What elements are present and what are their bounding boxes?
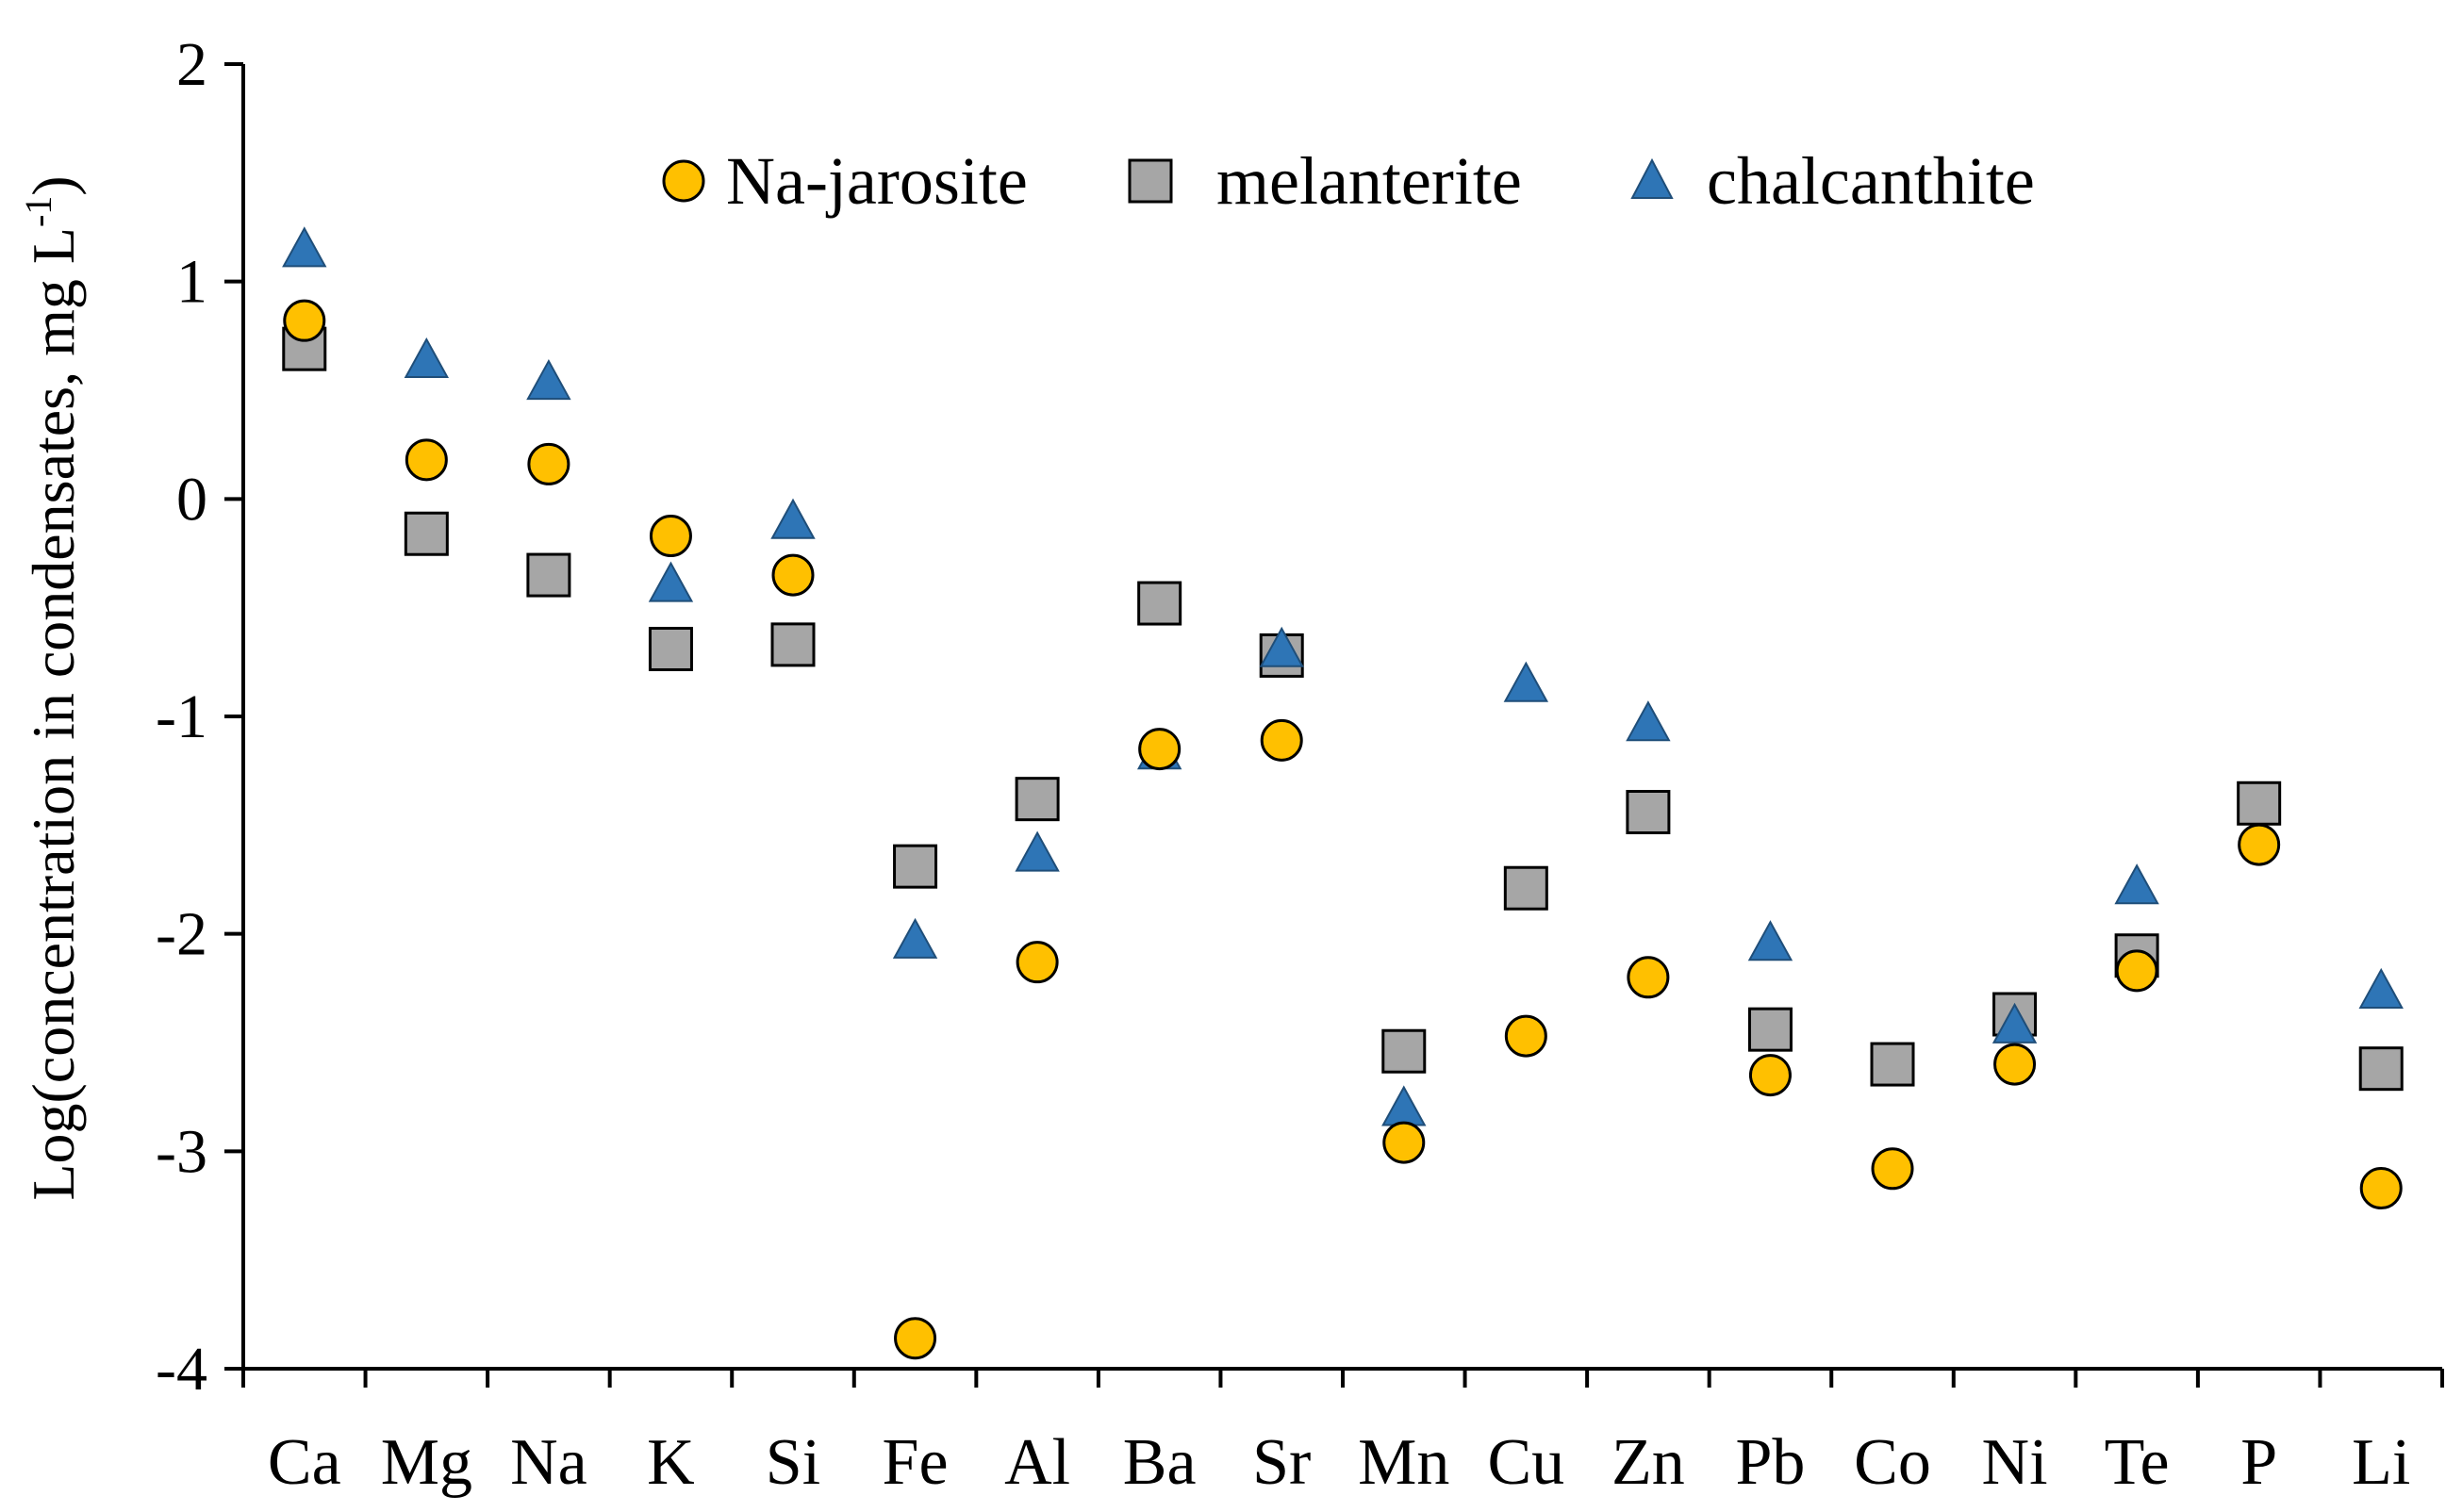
- point-chalcanthite: [1381, 1085, 1427, 1126]
- x-tick-label: Co: [1854, 1426, 1931, 1499]
- point-melanterite: [1747, 1007, 1793, 1052]
- x-tick-label: Te: [2105, 1426, 2170, 1499]
- point-chalcanthite: [892, 917, 938, 959]
- point-melanterite: [2237, 781, 2282, 826]
- x-tick-label: P: [2240, 1426, 2277, 1499]
- point-melanterite: [1015, 777, 1060, 822]
- point-na-jarosite: [1871, 1147, 1914, 1191]
- point-chalcanthite: [648, 561, 694, 602]
- y-tick-label: -1: [156, 682, 207, 751]
- y-tick-label: 0: [176, 465, 207, 534]
- x-tick-label: Al: [1004, 1426, 1070, 1499]
- point-na-jarosite: [1260, 718, 1303, 762]
- point-melanterite: [1503, 865, 1548, 911]
- point-melanterite: [1137, 581, 1182, 626]
- y-tick-label: -4: [156, 1335, 207, 1404]
- x-tick-label: Mn: [1358, 1426, 1449, 1499]
- point-chalcanthite: [1992, 1002, 2038, 1044]
- point-melanterite: [1381, 1028, 1427, 1074]
- point-na-jarosite: [1993, 1043, 2037, 1086]
- point-na-jarosite: [283, 299, 326, 342]
- point-na-jarosite: [2359, 1167, 2403, 1210]
- x-tick-label: K: [647, 1426, 695, 1499]
- y-axis-title: Log(concentration in condensates, mg L-1…: [17, 175, 87, 1200]
- point-melanterite: [770, 622, 816, 667]
- legend-marker-chalcanthite: [1630, 157, 1674, 199]
- x-tick-label: Zn: [1611, 1426, 1685, 1499]
- point-melanterite: [526, 552, 571, 598]
- x-tick-label: Pb: [1735, 1426, 1805, 1499]
- legend-label-melanterite: melanterite: [1216, 143, 1522, 219]
- point-na-jarosite: [771, 553, 815, 597]
- point-chalcanthite: [1626, 700, 1671, 742]
- point-na-jarosite: [649, 515, 692, 558]
- y-tick-label: 1: [176, 248, 207, 317]
- legend-marker-na-jarosite: [662, 159, 705, 203]
- point-melanterite: [648, 626, 693, 671]
- x-tick-label: Ba: [1123, 1426, 1197, 1499]
- point-na-jarosite: [894, 1317, 937, 1360]
- point-chalcanthite: [1503, 661, 1549, 702]
- y-tick-label: 2: [176, 30, 207, 99]
- point-na-jarosite: [1382, 1121, 1426, 1164]
- x-tick-label: Si: [766, 1426, 820, 1499]
- y-axis-title-end: ): [20, 175, 87, 195]
- point-na-jarosite: [1016, 941, 1059, 984]
- point-chalcanthite: [2114, 863, 2159, 905]
- point-chalcanthite: [2358, 967, 2404, 1009]
- point-na-jarosite: [1748, 1054, 1792, 1097]
- point-na-jarosite: [527, 442, 570, 485]
- x-tick-label: Cu: [1487, 1426, 1564, 1499]
- point-na-jarosite: [1504, 1014, 1547, 1058]
- point-na-jarosite: [2238, 823, 2281, 866]
- point-na-jarosite: [1627, 956, 1670, 999]
- legend-label-chalcanthite: chalcanthite: [1707, 143, 2035, 219]
- point-chalcanthite: [526, 359, 571, 401]
- point-melanterite: [1626, 789, 1671, 834]
- point-chalcanthite: [1015, 830, 1060, 872]
- point-na-jarosite: [2115, 949, 2158, 993]
- point-melanterite: [2358, 1046, 2404, 1092]
- point-chalcanthite: [282, 226, 327, 268]
- x-tick-label: Li: [2352, 1426, 2410, 1499]
- point-chalcanthite: [1747, 920, 1793, 961]
- y-ticks: 2 1 0 -1 -2 -3 -4: [156, 30, 243, 1404]
- y-axis-title-sup: -1: [17, 196, 59, 227]
- point-chalcanthite: [770, 498, 816, 539]
- legend: Na-jarosite melanterite chalcanthite: [662, 143, 2035, 219]
- y-tick-label: -3: [156, 1117, 207, 1186]
- y-axis-title-main: Log(concentration in condensates, mg L: [20, 227, 87, 1201]
- x-ticks: Ca Mg Na K Si Fe Al Ba Sr Mn Cu Zn Pb Co Ni Te P Li: [241, 1369, 2444, 1499]
- y-tick-label: -2: [156, 900, 207, 969]
- x-tick-label: Ca: [268, 1426, 341, 1499]
- point-na-jarosite: [405, 438, 448, 482]
- point-chalcanthite: [1259, 626, 1304, 667]
- legend-marker-melanterite: [1128, 158, 1173, 204]
- x-tick-label: Na: [510, 1426, 587, 1499]
- x-tick-label: Fe: [883, 1426, 949, 1499]
- x-tick-label: Mg: [381, 1426, 472, 1499]
- point-melanterite: [404, 511, 449, 556]
- point-chalcanthite: [404, 337, 450, 379]
- point-melanterite: [893, 844, 938, 889]
- x-tick-label: Sr: [1252, 1426, 1311, 1499]
- legend-label-na-jarosite: Na-jarosite: [726, 143, 1028, 219]
- point-melanterite: [1870, 1042, 1915, 1087]
- point-na-jarosite: [1138, 728, 1182, 771]
- x-tick-label: Ni: [1982, 1426, 2048, 1499]
- data-points: [282, 226, 2404, 1360]
